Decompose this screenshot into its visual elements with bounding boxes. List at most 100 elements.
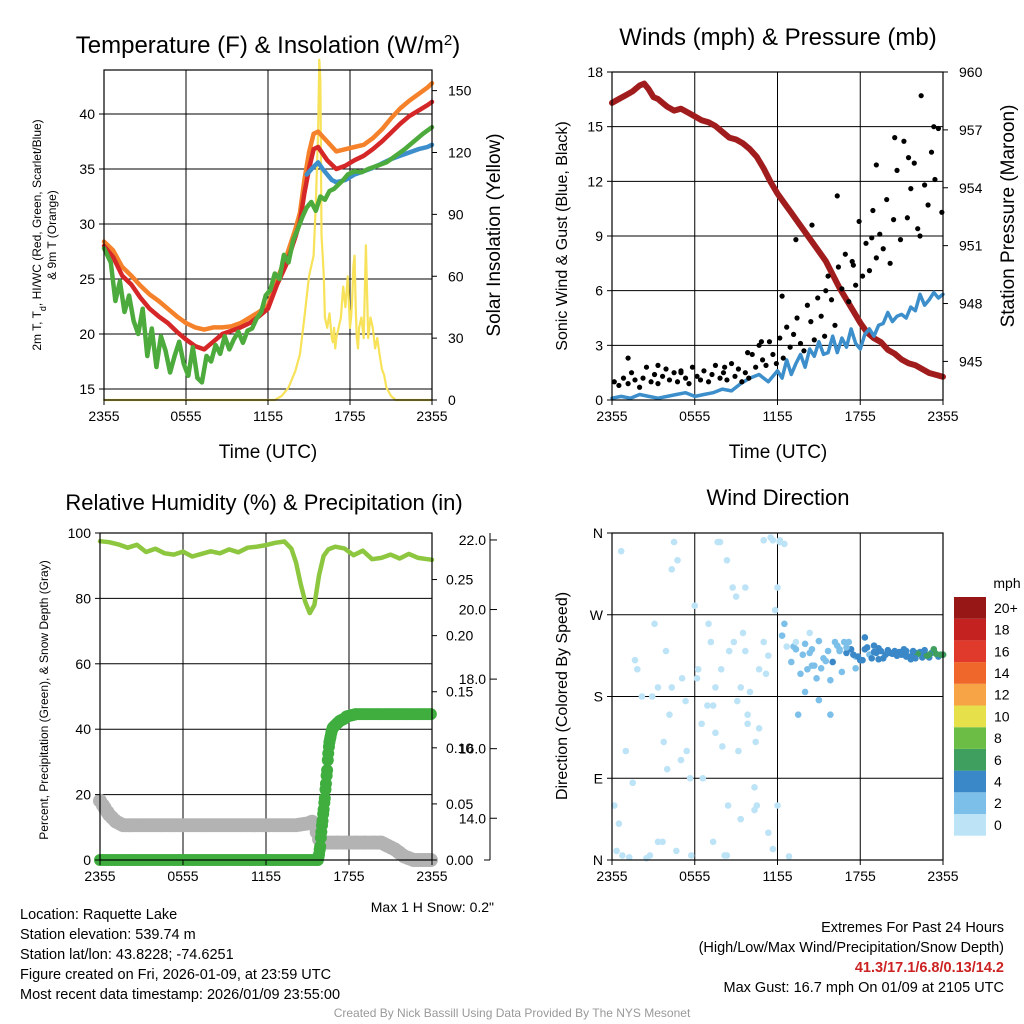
direction-point xyxy=(633,665,641,673)
direction-point xyxy=(693,675,701,682)
temp-ylabel-part: 2m T, T xyxy=(30,310,44,350)
direction-point xyxy=(744,720,751,728)
gust-point xyxy=(823,288,829,294)
direction-point xyxy=(774,584,781,591)
colorbar-label: 2 xyxy=(994,795,1002,811)
direction-point xyxy=(660,738,668,746)
colorbar-swatch xyxy=(954,662,986,684)
dir-xtick-label: 2355 xyxy=(596,868,627,884)
direction-point xyxy=(774,802,781,809)
direction-point xyxy=(625,853,633,861)
gust-point xyxy=(611,379,617,385)
gust-point xyxy=(709,371,715,378)
gust-point xyxy=(717,375,723,381)
wind-ytick-label: 9 xyxy=(595,228,603,244)
precip-ytick-right-label: 0.25 xyxy=(446,572,473,588)
gust-point xyxy=(780,355,786,361)
direction-point xyxy=(666,711,673,718)
extremes-values: 41.3/17.1/6.8/0.13/14.2 xyxy=(854,960,1004,976)
gust-point xyxy=(682,375,689,381)
gust-point xyxy=(724,377,730,383)
direction-point xyxy=(723,556,731,564)
direction-point xyxy=(688,852,695,859)
temp-ytick-label: 30 xyxy=(79,216,95,232)
gust-point xyxy=(818,313,824,319)
dir-xtick-label: 0555 xyxy=(679,868,710,884)
temp-xtick-label: 0555 xyxy=(170,408,201,424)
latlon-text: Station lat/lon: 43.8228; -74.6251 xyxy=(20,947,234,963)
wind-xtick-label: 2355 xyxy=(927,408,958,424)
temp-xtick-label: 2355 xyxy=(416,408,447,424)
gust-point xyxy=(797,340,804,347)
gust-point xyxy=(742,370,748,376)
direction-point xyxy=(686,774,694,782)
gust-point xyxy=(853,282,859,288)
gust-point xyxy=(655,362,661,368)
precip-point xyxy=(318,792,331,805)
direction-point xyxy=(787,658,795,666)
direction-point xyxy=(797,670,804,678)
gust-point xyxy=(632,377,638,383)
rh-ytick-label: 20 xyxy=(75,787,91,803)
gust-point xyxy=(749,351,755,358)
direction-point xyxy=(792,638,800,646)
gust-point xyxy=(911,160,917,166)
direction-point xyxy=(631,656,639,664)
humidity-panel: 2355 0555 1155 1755 23550204060801000.000.05… xyxy=(37,490,497,915)
direction-point xyxy=(742,584,749,591)
direction-point xyxy=(678,675,686,682)
gust-point xyxy=(640,375,646,381)
direction-point xyxy=(838,668,846,676)
direction-point xyxy=(725,647,733,655)
colorbar-label: 0 xyxy=(994,817,1002,833)
direction-point xyxy=(668,566,676,573)
rh-series-humidity xyxy=(97,538,435,616)
gust-point xyxy=(705,379,712,385)
temp-ytick-label: 20 xyxy=(79,326,95,342)
precip-ytick-right-label: 0.00 xyxy=(446,852,473,868)
gust-point xyxy=(884,196,890,203)
speed-colorbar: mph 0 2 4 6 8 10 12 14 16 18 20+ xyxy=(954,575,1021,836)
direction-point xyxy=(902,653,910,660)
direction-point xyxy=(875,655,882,663)
wind-ytick-right-label: 951 xyxy=(959,238,983,254)
direction-point xyxy=(613,847,620,855)
direction-point xyxy=(709,838,717,846)
precip-point xyxy=(321,764,334,777)
recent-data-text: Most recent data timestamp: 2026/01/09 2… xyxy=(20,987,341,1003)
gust-point xyxy=(877,231,883,237)
gust-point xyxy=(842,251,848,257)
rh-title: Relative Humidity (%) & Precipitation (i… xyxy=(65,490,462,515)
colorbar-label: 18 xyxy=(994,622,1010,638)
wind-xtick-label: 1755 xyxy=(845,408,876,424)
direction-point xyxy=(801,640,809,648)
gust-point xyxy=(859,273,866,279)
direction-point xyxy=(746,688,754,696)
gust-point xyxy=(753,364,759,370)
colorbar-swatch xyxy=(954,792,986,814)
gust-point xyxy=(832,322,838,328)
max-gust-text: Max Gust: 16.7 mph On 01/09 at 2105 UTC xyxy=(723,980,1004,996)
gust-point xyxy=(908,186,914,192)
gust-point xyxy=(784,324,790,330)
temp-xtick-label: 1155 xyxy=(253,408,283,424)
gust-point xyxy=(651,371,658,378)
precip-points xyxy=(94,708,437,866)
precip-ytick-right-label: 0.05 xyxy=(446,796,473,812)
gust-point xyxy=(925,202,931,208)
precip-ytick-right-label: 0.15 xyxy=(446,684,473,700)
temp-ytick-label: 25 xyxy=(79,271,95,287)
temp-series-green xyxy=(101,124,435,385)
direction-point xyxy=(677,756,685,764)
gust-point xyxy=(863,240,869,246)
wind-ytick-label: 12 xyxy=(587,173,603,189)
direction-point xyxy=(817,665,825,672)
gust-point xyxy=(666,377,673,383)
direction-point xyxy=(778,632,786,639)
gust-point xyxy=(735,366,742,372)
gust-point xyxy=(901,138,907,144)
gust-point xyxy=(625,355,631,361)
direction-points xyxy=(610,534,947,862)
rh-ytick-label: 0 xyxy=(83,852,91,868)
